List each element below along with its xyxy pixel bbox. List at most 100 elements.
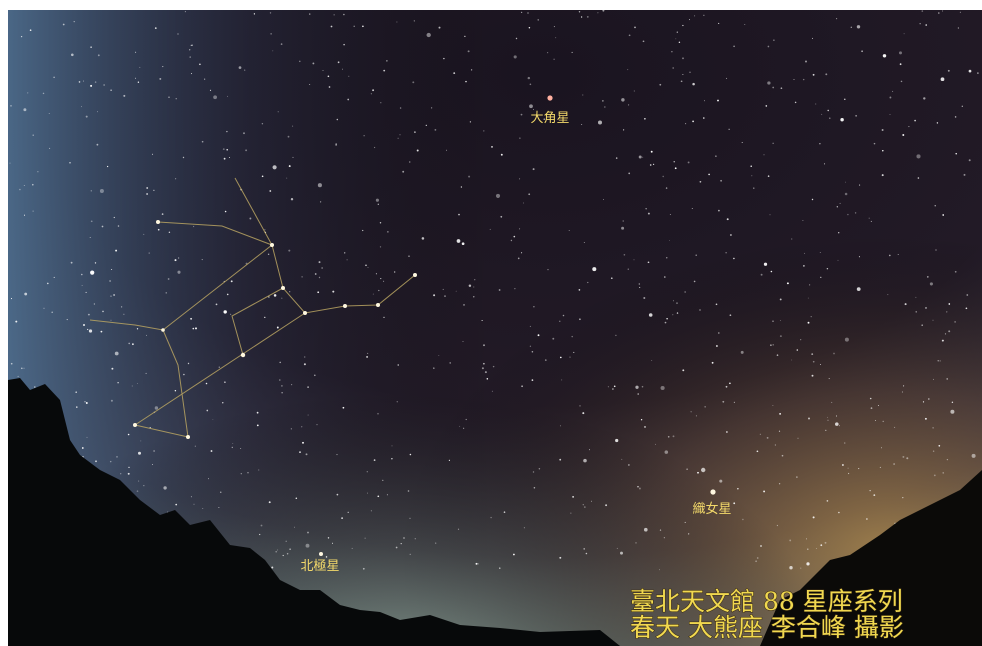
star [268,254,269,255]
star [717,100,719,102]
star [94,303,95,304]
star [767,437,769,439]
star [463,304,465,306]
star [538,19,539,20]
star [925,418,927,420]
star [587,282,588,283]
star [855,212,856,213]
star [110,89,111,90]
star [166,292,167,293]
star [725,252,726,253]
star [514,288,515,289]
star [111,269,112,270]
star [623,220,624,221]
star [270,12,271,13]
star [608,386,609,387]
star [367,493,368,494]
star [719,480,722,483]
star [391,458,392,459]
star [882,174,884,176]
star [903,385,904,386]
star [692,208,693,209]
star [116,456,117,457]
star [639,283,640,284]
star [689,19,690,20]
star [102,311,104,313]
star [840,203,841,204]
star [314,375,316,377]
star [195,327,197,329]
star [153,190,154,191]
star [403,537,405,539]
star [138,82,139,83]
star [779,413,781,415]
star [49,148,50,149]
star [904,33,905,34]
star [302,442,304,444]
star [224,158,226,160]
star [533,109,534,110]
star [672,67,674,69]
star [694,15,695,16]
star [177,271,180,274]
star [923,97,925,99]
star [30,29,32,31]
star [304,357,305,358]
star [787,282,789,284]
star [584,242,585,243]
star [286,178,287,179]
star [848,473,849,474]
star [560,357,562,359]
star [153,450,155,452]
star [789,566,792,569]
star [426,125,427,126]
star [583,504,584,505]
star [859,185,860,186]
star [733,258,734,259]
star [371,93,372,94]
star [97,111,98,112]
star [768,175,770,177]
star [254,13,255,14]
star [532,379,534,381]
star [691,411,692,412]
star [473,287,474,288]
star [143,234,144,235]
star [239,66,242,69]
star [335,143,337,145]
star [138,452,141,455]
star [83,81,84,82]
star [519,137,520,138]
star [492,391,493,392]
star [825,73,827,75]
star [366,356,368,358]
star [264,317,265,318]
star [688,533,689,534]
star [51,311,53,313]
star [753,187,754,188]
star [829,378,830,379]
star [851,27,852,28]
star [833,353,835,355]
star [155,406,158,409]
star [143,485,144,486]
star [380,278,381,279]
star [805,61,807,63]
star [49,113,50,114]
star [679,42,680,43]
star [641,419,642,420]
star [883,54,886,57]
star [10,163,11,164]
star [524,527,525,528]
star [827,268,828,269]
star [257,412,259,414]
star [726,431,728,433]
star [24,215,25,216]
star [861,50,863,52]
star [726,78,727,79]
star [648,213,650,215]
star [918,177,920,179]
star [81,274,83,276]
star [270,33,271,34]
star [383,317,384,318]
